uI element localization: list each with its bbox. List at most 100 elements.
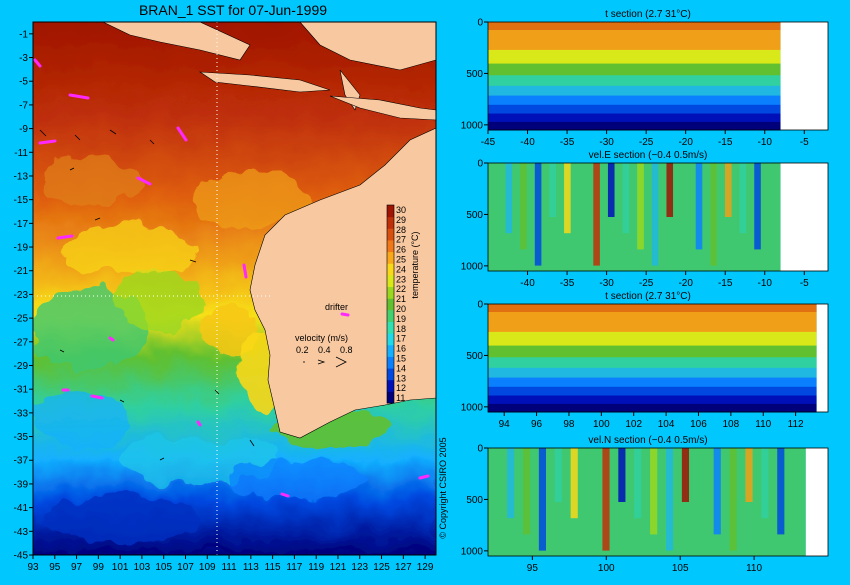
colorbar-cell — [387, 391, 394, 404]
map-y-tick-label: -1 — [19, 29, 28, 40]
map-x-tick-label: 93 — [27, 562, 39, 573]
temperature-band — [488, 75, 781, 87]
map-y-tick-label: -13 — [14, 171, 29, 182]
section-x-tick-label: -15 — [718, 278, 733, 289]
map-y-tick-label: -43 — [14, 527, 29, 538]
map-y-tick-label: -45 — [14, 551, 29, 562]
section-x-tick-label: 94 — [499, 419, 511, 430]
velocity-streak — [710, 163, 717, 266]
temperature-band — [488, 367, 817, 379]
map-y-tick-label: -23 — [14, 290, 29, 301]
section-y-tick-label: 1000 — [461, 261, 484, 272]
colorbar-cell — [387, 263, 394, 276]
map-x-tick-label: 97 — [71, 562, 83, 573]
map-y-tick-label: -11 — [14, 148, 28, 159]
velocity-streak — [695, 163, 703, 250]
map-y-tick-label: -17 — [14, 219, 29, 230]
velocity-streak — [618, 448, 626, 502]
colorbar-tick-label: 28 — [396, 225, 406, 235]
map-y-tick-label: -27 — [14, 337, 29, 348]
velocity-streak — [602, 448, 610, 551]
section-y-tick-label: 0 — [477, 444, 483, 455]
section-x-tick-label: 108 — [723, 419, 740, 430]
colorbar-tick-label: 18 — [396, 324, 406, 334]
section-x-tick-label: 100 — [598, 563, 615, 574]
map-y-tick-label: -21 — [14, 266, 29, 277]
section-x-tick-label: -20 — [678, 278, 693, 289]
t-section-lon-title: t section (2.7 31°C) — [605, 291, 691, 302]
velocity-streak — [549, 163, 557, 217]
colorbar-cell — [387, 368, 394, 381]
velocity-streak — [729, 448, 737, 551]
map-y-tick-label: -5 — [19, 77, 28, 88]
velocity-legend-arrows — [303, 356, 347, 368]
map-x-axis: 93 95 97 99 101 103 105 107 109 111 113 115 117 119 12… — [27, 555, 434, 573]
colorbar-tick-label: 21 — [396, 294, 406, 304]
colorbar-tick-label: 23 — [396, 274, 406, 284]
section-y-tick-label: 1000 — [461, 402, 484, 413]
borneo-land — [299, 22, 436, 71]
section-x-tick-label: -35 — [560, 137, 575, 148]
velocity-tick-label: 0.8 — [340, 345, 353, 355]
section-x-tick-label: -5 — [800, 137, 809, 148]
velocity-streak — [697, 448, 705, 519]
section-x-tick-label: 98 — [563, 419, 575, 430]
velocity-streak — [666, 163, 674, 217]
map-x-tick-label: 101 — [112, 562, 129, 573]
map-y-axis: -1 -3 -5 -7 -9 -11 -13 -15 -17 -19 -21 -23 -25 -27 -29… — [14, 29, 33, 562]
sumatra-land — [102, 22, 251, 61]
colorbar-tick-label: 27 — [396, 235, 406, 245]
section-x-tick-label: -10 — [758, 278, 773, 289]
colorbar-tick-label: 15 — [396, 353, 406, 363]
temperature-band — [488, 403, 817, 413]
t-section-lat-panel: t section (2.7 31°C) -45 -40 -35 -30 -25 -20 -1… — [461, 9, 829, 148]
section-x-tick-label: -30 — [599, 278, 614, 289]
colorbar-cell — [387, 286, 394, 299]
t-section-lon-frame — [487, 303, 829, 413]
colorbar-cell — [387, 239, 394, 253]
section-x-tick-label: -35 — [560, 278, 575, 289]
temperature-band — [488, 63, 781, 76]
map-y-tick-label: -15 — [14, 195, 29, 206]
map-x-tick-label: 121 — [330, 562, 347, 573]
section-y-tick-label: 500 — [466, 495, 483, 506]
section-x-tick-label: 105 — [672, 563, 689, 574]
temperature-band — [488, 49, 781, 65]
colorbar-cell — [387, 321, 394, 334]
velocity-streak — [570, 448, 578, 519]
colorbar-tick-label: 16 — [396, 344, 406, 354]
map-y-tick-label: -9 — [19, 124, 28, 135]
section-y-tick-label: 0 — [477, 300, 483, 311]
section-x-tick-label: 106 — [690, 419, 707, 430]
no-data-region — [805, 448, 828, 556]
map-y-tick-label: -3 — [19, 53, 28, 64]
no-data-region — [780, 163, 828, 271]
colorbar-cell — [387, 205, 394, 218]
colorbar-label: temperature (°C) — [410, 231, 420, 298]
map-y-tick-label: -25 — [14, 314, 29, 325]
colorbar-cell — [387, 298, 394, 311]
map-x-tick-label: 107 — [177, 562, 194, 573]
section-y-tick-label: 0 — [477, 159, 483, 170]
velocity-streak — [650, 448, 658, 535]
map-y-tick-label: -31 — [14, 385, 29, 396]
colorbar-cell — [387, 274, 394, 288]
velocity-streak — [534, 163, 542, 266]
velocity-streak — [586, 448, 594, 535]
vel-e-section-title: vel.E section (−0.4 0.5m/s) — [589, 150, 708, 161]
map-x-tick-label: 123 — [351, 562, 368, 573]
section-y-tick-label: 500 — [466, 351, 483, 362]
section-x-tick-label: -10 — [758, 137, 773, 148]
section-y-tick-label: 1000 — [461, 546, 484, 557]
map-x-tick-label: 127 — [395, 562, 412, 573]
section-panels: t section (2.7 31°C) -45 -40 -35 -30 -25 -20 -1… — [461, 9, 829, 574]
colorbar-cell — [387, 228, 394, 241]
section-x-tick-label: 110 — [746, 563, 762, 574]
temperature-band — [488, 121, 781, 131]
velocity-streak — [522, 448, 531, 535]
temperature-band — [488, 377, 817, 388]
velocity-streak — [793, 448, 801, 551]
velocity-streak — [713, 448, 721, 535]
